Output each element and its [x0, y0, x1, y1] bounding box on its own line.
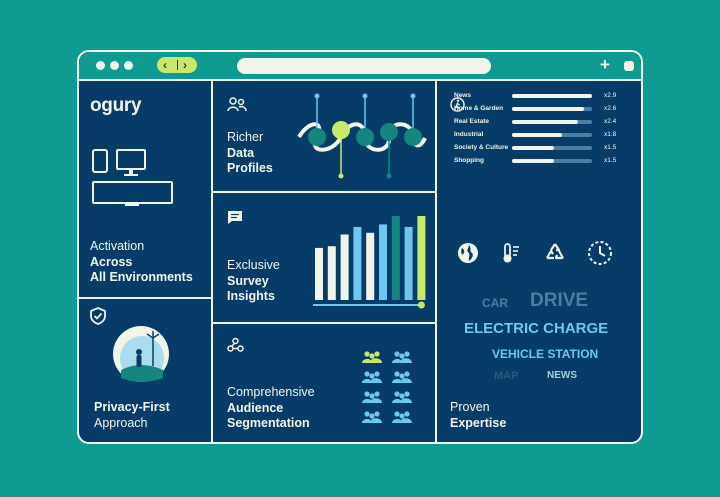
nav-buttons: ‹ › — [157, 57, 197, 73]
survey-bar — [391, 216, 400, 300]
industry-bar — [512, 120, 592, 124]
industry-value: x2.4 — [604, 118, 617, 125]
survey-bar — [366, 232, 375, 300]
industry-label: Shopping — [454, 157, 484, 164]
divider — [212, 322, 436, 324]
thermometer-icon — [503, 243, 519, 263]
divider — [211, 81, 213, 442]
window-icon[interactable] — [624, 61, 634, 71]
people-group-icon — [362, 351, 382, 363]
survey-text: Exclusive Survey Insights — [227, 258, 280, 303]
industry-bar-fill — [512, 120, 579, 124]
industry-label: Society & Culture — [454, 144, 509, 151]
survey-bar — [315, 247, 323, 300]
industry-bar-fill — [512, 94, 592, 98]
industry-value: x1.5 — [604, 144, 617, 151]
audience-grid — [362, 351, 412, 423]
survey-bar — [353, 226, 362, 300]
address-bar[interactable] — [237, 58, 491, 74]
people-group-icon — [392, 391, 412, 403]
industry-value: x2.9 — [604, 92, 617, 99]
divider — [435, 81, 437, 442]
industry-bar — [512, 107, 592, 111]
industry-value: x1.8 — [604, 131, 617, 138]
recycle-icon — [546, 243, 564, 260]
industry-bar-fill — [512, 146, 554, 150]
word-vehicle-station: VEHICLE STATION — [492, 347, 599, 361]
globe-icon — [458, 243, 478, 263]
industry-bar — [512, 146, 592, 150]
webhook-icon — [227, 337, 244, 352]
industry-value: x1.5 — [604, 157, 617, 164]
title-bar: ‹ › + — [79, 52, 641, 81]
clock-icon — [588, 241, 612, 265]
data-wave-illustration — [297, 93, 427, 179]
people-group-icon — [362, 391, 382, 403]
industry-label: News — [454, 92, 471, 99]
word-drive: DRIVE — [530, 290, 589, 311]
window-dot-close[interactable] — [96, 61, 105, 70]
people-group-icon — [392, 371, 412, 383]
survey-bar — [417, 216, 426, 300]
industry-label: Home & Garden — [454, 105, 504, 112]
forward-arrow-icon[interactable]: › — [183, 58, 187, 72]
word-map: MAP — [494, 370, 519, 382]
privacy-text: Privacy-First Approach — [94, 400, 170, 430]
word-news: NEWS — [547, 370, 577, 381]
survey-bar — [327, 246, 336, 300]
privacy-illustration — [113, 326, 169, 382]
industry-label: Real Estate — [454, 118, 490, 125]
word-electric-charge: ELECTRIC CHARGE — [464, 320, 609, 337]
users-icon — [227, 97, 247, 112]
people-group-icon — [362, 411, 382, 423]
industry-bar — [512, 94, 592, 98]
activation-text: Activation Across All Environments — [90, 239, 193, 284]
divider — [79, 297, 212, 299]
survey-bar — [379, 224, 387, 300]
industry-bar-fill — [512, 159, 554, 163]
survey-marker — [417, 301, 425, 309]
segmentation-text: Comprehensive Audience Segmentation — [227, 385, 315, 430]
expertise-text: Proven Expertise — [450, 400, 507, 430]
divider — [212, 191, 436, 193]
industry-bar-fill — [512, 133, 562, 137]
survey-bar — [340, 234, 349, 300]
chat-icon — [228, 211, 242, 224]
richer-text: Richer Data Profiles — [227, 130, 273, 175]
app-window: ‹ › + ogury Activation Across All Enviro… — [77, 50, 643, 444]
industry-label: Industrial — [454, 131, 484, 138]
devices-icon — [92, 149, 173, 206]
industry-bar-fill — [512, 107, 584, 111]
industry-bar — [512, 133, 592, 137]
word-car: CAR — [482, 296, 508, 310]
industry-value: x2.6 — [604, 105, 617, 112]
survey-bar-chart — [313, 216, 426, 309]
window-dot-maximize[interactable] — [124, 61, 133, 70]
people-group-icon — [392, 351, 412, 363]
plus-icon[interactable]: + — [600, 55, 610, 74]
back-arrow-icon[interactable]: ‹ — [163, 58, 167, 72]
ogury-logo: ogury — [90, 95, 142, 116]
shield-check-icon — [90, 307, 106, 325]
industry-bar — [512, 159, 592, 163]
window-dot-minimize[interactable] — [110, 61, 119, 70]
people-group-icon — [362, 371, 382, 383]
survey-bar — [404, 226, 413, 300]
person-walking-icon — [450, 97, 465, 112]
people-group-icon — [392, 411, 412, 423]
